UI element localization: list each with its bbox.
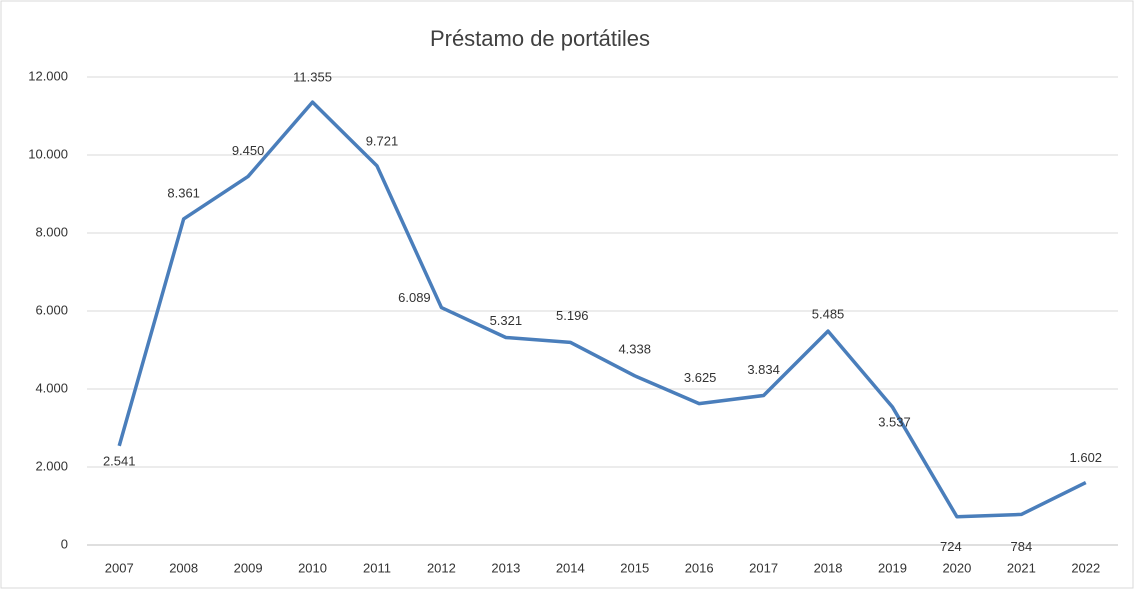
- data-label: 5.321: [490, 313, 523, 328]
- y-tick-label: 8.000: [35, 224, 68, 239]
- x-tick-label: 2021: [1007, 560, 1036, 575]
- data-label: 9.721: [366, 133, 399, 148]
- data-label: 8.361: [167, 185, 200, 200]
- y-tick-label: 12.000: [28, 68, 68, 83]
- x-tick-label: 2022: [1071, 560, 1100, 575]
- x-tick-label: 2020: [942, 560, 971, 575]
- chart-title: Préstamo de portátiles: [430, 26, 650, 51]
- x-tick-label: 2007: [105, 560, 134, 575]
- x-tick-label: 2018: [814, 560, 843, 575]
- x-tick-label: 2014: [556, 560, 585, 575]
- data-label: 2.541: [103, 453, 136, 468]
- data-label: 3.625: [684, 370, 717, 385]
- data-label: 3.834: [747, 362, 780, 377]
- data-label: 11.355: [293, 70, 332, 85]
- y-tick-label: 10.000: [28, 146, 68, 161]
- x-tick-label: 2017: [749, 560, 778, 575]
- y-tick-label: 2.000: [35, 458, 68, 473]
- y-tick-label: 4.000: [35, 380, 68, 395]
- x-tick-label: 2015: [620, 560, 649, 575]
- x-tick-label: 2013: [491, 560, 520, 575]
- data-label: 9.450: [232, 143, 265, 158]
- x-tick-label: 2009: [234, 560, 263, 575]
- x-tick-label: 2010: [298, 560, 327, 575]
- data-label: 5.485: [812, 307, 845, 322]
- x-tick-label: 2008: [169, 560, 198, 575]
- y-tick-label: 0: [61, 536, 68, 551]
- data-label: 6.089: [398, 290, 431, 305]
- data-label: 724: [940, 539, 962, 554]
- data-line: [117, 100, 1087, 519]
- data-label: 4.338: [618, 341, 651, 356]
- data-label: 784: [1010, 539, 1032, 554]
- data-label: 3.537: [878, 414, 911, 429]
- y-tick-label: 6.000: [35, 302, 68, 317]
- data-label: 5.196: [556, 308, 589, 323]
- x-tick-label: 2011: [363, 560, 391, 575]
- data-label: 1.602: [1070, 450, 1103, 465]
- x-tick-label: 2019: [878, 560, 907, 575]
- x-tick-label: 2012: [427, 560, 456, 575]
- x-tick-label: 2016: [685, 560, 714, 575]
